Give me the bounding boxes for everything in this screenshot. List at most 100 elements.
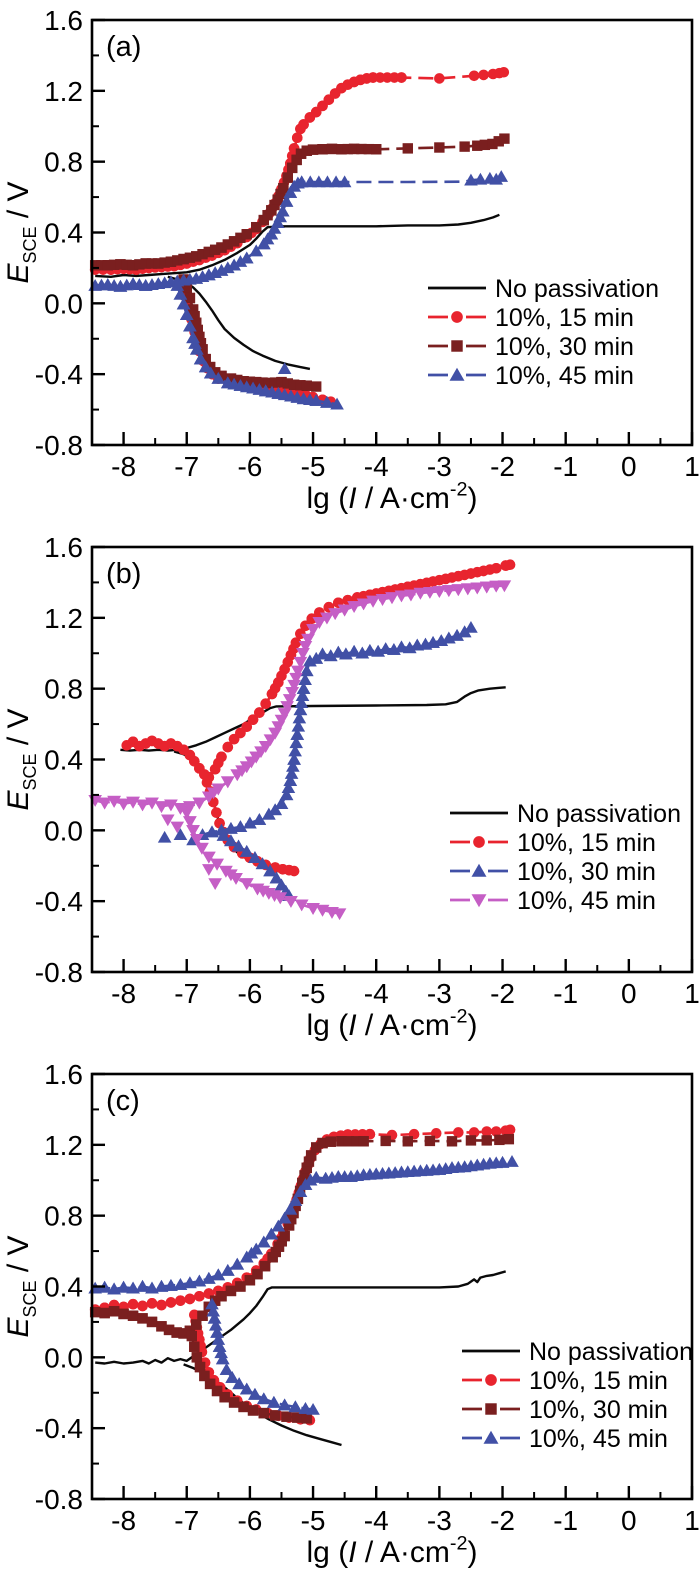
square-marker	[108, 259, 120, 271]
triangle-down-marker	[202, 851, 216, 864]
square-marker	[342, 143, 353, 155]
triangle-up-marker	[457, 625, 472, 638]
triangle-up-marker	[154, 1279, 169, 1292]
square-marker	[472, 140, 483, 151]
triangle-down-marker	[306, 903, 320, 915]
series-p45	[88, 170, 509, 410]
square-marker	[115, 259, 126, 270]
square-marker	[189, 1341, 200, 1352]
triangle-down-marker	[160, 814, 175, 827]
square-marker	[282, 172, 293, 183]
square-marker	[259, 1260, 271, 1272]
triangle-up-marker	[284, 767, 299, 779]
triangle-down-marker	[442, 585, 456, 597]
triangle-up-marker	[219, 1363, 234, 1375]
square-marker	[276, 1236, 287, 1247]
square-marker	[194, 1361, 206, 1373]
circle-marker	[137, 1300, 148, 1312]
square-marker	[244, 1275, 256, 1286]
legend-label: 10%, 45 min	[529, 1425, 668, 1453]
y-tick-label: -0.8	[35, 957, 83, 988]
y-tick-label: 0.4	[44, 218, 83, 249]
square-marker	[269, 377, 281, 388]
triangle-up-marker	[230, 1257, 245, 1270]
legend-entry: 10%, 15 min	[462, 1367, 668, 1395]
square-marker	[238, 1401, 249, 1413]
square-marker	[118, 1308, 129, 1320]
square-marker	[301, 145, 312, 156]
circle-marker	[481, 1126, 493, 1137]
y-tick-label: 1.2	[44, 1130, 83, 1161]
series-p15	[89, 66, 510, 407]
square-marker	[269, 199, 280, 211]
triangle-up-marker	[330, 397, 344, 410]
square-marker	[228, 1397, 240, 1408]
triangle-up-marker	[248, 851, 262, 863]
triangle-up-marker	[337, 175, 352, 188]
curve-line	[94, 1128, 511, 1311]
square-marker	[178, 1328, 189, 1339]
legend-entry: 10%, 30 min	[462, 1396, 668, 1424]
triangle-down-marker	[337, 604, 352, 617]
square-marker	[317, 1137, 328, 1149]
triangle-up-marker	[275, 204, 290, 217]
square-marker	[225, 1285, 237, 1297]
square-marker	[336, 144, 347, 155]
circle-marker	[485, 1374, 497, 1386]
legend-entry: 10%, 45 min	[428, 362, 634, 390]
triangle-down-marker	[460, 583, 475, 596]
triangle-up-marker	[202, 1271, 216, 1284]
y-tick-label: 1.2	[44, 76, 83, 107]
x-tick-label: -4	[364, 451, 389, 482]
y-tick-label: 0.4	[44, 1272, 83, 1303]
legend-label: 10%, 15 min	[529, 1367, 668, 1395]
legend-entry: 10%, 30 min	[450, 858, 656, 886]
triangle-down-marker	[186, 825, 200, 837]
square-marker	[292, 1412, 303, 1423]
triangle-down-marker	[145, 797, 159, 810]
triangle-down-marker	[289, 672, 303, 685]
circle-marker	[468, 1127, 480, 1138]
square-marker	[465, 1135, 477, 1146]
square-marker	[127, 260, 139, 271]
triangle-up-marker	[279, 194, 294, 207]
circle-marker	[211, 807, 222, 818]
panel-b-chart: -8 -7 -6 -5 -4 -3 -2 -1 0 1 -0.8 -0.4 0.0 0.4 0.8 1.2 1.…	[2, 532, 700, 1042]
panel-c-chart: -8 -7 -6 -5 -4 -3 -2 -1 0 1 -0.8 -0.4 0.0 0.4 0.8 1.2 1.…	[2, 1059, 700, 1569]
triangle-up-marker	[256, 1392, 271, 1405]
square-marker	[127, 1310, 139, 1321]
legend-label: No passivation	[495, 275, 659, 303]
square-marker	[192, 324, 203, 336]
square-marker	[195, 337, 207, 349]
circle-marker	[504, 1124, 516, 1136]
x-axis-label: lg (I / A·cm-2)	[307, 1005, 478, 1042]
legend-entry: 10%, 45 min	[462, 1425, 668, 1453]
square-marker	[153, 258, 164, 269]
square-marker	[235, 232, 246, 244]
triangle-up-marker	[309, 1170, 324, 1183]
triangle-down-marker	[258, 741, 273, 753]
circle-marker	[298, 119, 309, 130]
series-p30	[89, 133, 510, 392]
triangle-up-marker	[252, 813, 267, 825]
circle-marker	[490, 1126, 502, 1137]
square-marker	[311, 381, 322, 392]
panel-b: -8 -7 -6 -5 -4 -3 -2 -1 0 1 -0.8 -0.4 0.0 0.4 0.8 1.2 1.…	[0, 527, 700, 1054]
square-marker	[295, 148, 307, 159]
square-marker	[191, 1352, 203, 1363]
y-axis-label: ESCE / V	[2, 1235, 40, 1337]
x-tick-label: -5	[301, 1505, 326, 1536]
x-tick-label: 0	[621, 1505, 637, 1536]
square-marker	[282, 378, 293, 389]
legend-entry: 10%, 30 min	[428, 333, 634, 361]
triangle-up-marker	[243, 816, 257, 829]
triangle-up-marker	[286, 759, 300, 772]
triangle-up-marker	[277, 1211, 292, 1224]
triangle-up-marker	[274, 797, 289, 809]
x-tick-label: -2	[490, 451, 515, 482]
square-marker	[371, 144, 382, 155]
circle-marker	[184, 1293, 196, 1305]
square-marker	[279, 1230, 290, 1242]
triangle-up-marker	[279, 788, 294, 801]
circle-marker	[490, 562, 502, 574]
